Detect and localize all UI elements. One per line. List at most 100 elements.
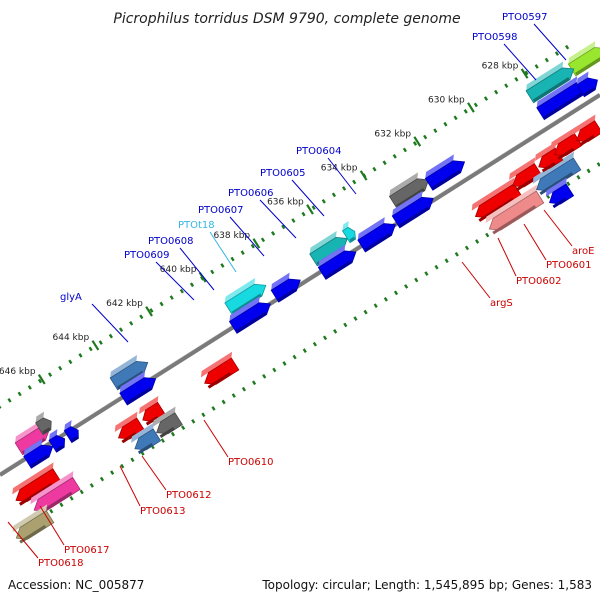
gene-PTO0613b-body [156,412,183,435]
tick-dot-reverse [424,271,429,276]
tick-dot-forward [47,372,53,377]
tick-dot-reverse [120,463,125,469]
gene-label-forward[interactable]: PTO0607 [198,205,243,216]
tick-dot-reverse [373,303,378,309]
gene-PTO0604[interactable] [387,170,433,209]
tick-dot-forward [250,243,255,249]
tick-label: 636 kbp [267,197,304,207]
gene-glyA[interactable] [107,352,151,391]
tick-dot-forward [189,282,195,288]
gene-PTO0617b-top [30,471,74,505]
gene-label-forward[interactable]: PTO0609 [124,250,169,261]
gene-PTO0597[interactable] [566,38,600,77]
tick-mark [413,136,422,147]
gene-glyA-b[interactable] [117,369,159,406]
gene-argS-b[interactable] [483,184,547,235]
gene-label-forward[interactable]: PTO0604 [296,146,341,157]
tick-dot-reverse [221,399,226,405]
gene-fwd-c[interactable] [21,436,57,469]
leader-line-reverse [461,261,491,299]
gene-label-reverse[interactable]: PTO0613 [140,506,185,517]
tick-dot-reverse [181,425,186,431]
gene-fwd-pink-top [15,422,39,443]
gene-fwd-gray-shadow [42,427,51,435]
tick-dot-reverse [69,495,74,501]
tick-dot-forward [169,295,174,300]
gene-PTOt18-shadow [349,236,356,243]
gene-PTO0609b[interactable] [269,270,305,303]
gene-PTO0606[interactable] [355,214,399,253]
gene-label-reverse[interactable]: PTO0610 [228,457,273,468]
gene-label-reverse[interactable]: PTO0602 [516,276,561,287]
tick-dot-reverse [454,252,459,257]
gene-PTO0601[interactable] [530,151,584,196]
tick-track: 628 kbp 630 kbp 632 kbp 634 kbp 636 kbp 638 k… [0,44,600,527]
tick-dot-forward [17,391,22,397]
gene-PTO0597-shadow [575,56,600,76]
gene-label-reverse[interactable]: PTO0617 [64,545,109,556]
gene-label-forward[interactable]: PTOt18 [178,220,215,231]
tick-dot-forward [108,333,113,339]
tick-dot-forward [311,205,316,211]
gene-PTO0617-top [12,462,54,495]
tick-dot-forward [341,186,347,191]
gene-PTOt18[interactable] [340,221,359,244]
gene-fwd-e[interactable] [62,420,82,444]
gene-label-forward[interactable]: PTO0606 [228,188,273,199]
gene-PTO0597-body [567,47,600,77]
tick-dot-forward [443,121,448,127]
tick-dot-reverse [322,335,328,341]
gene-label-forward[interactable]: PTO0598 [472,32,517,43]
gene-label-forward[interactable]: PTO0605 [260,168,305,179]
tick-dot-forward [534,64,539,69]
gene-PTO0602[interactable] [506,157,545,192]
gene-label-forward[interactable]: PTO0597 [502,12,547,23]
gene-label-reverse[interactable]: argS [490,298,513,309]
gene-PTO0605-shadow [398,206,430,228]
gene-label-reverse[interactable]: aroE [572,246,594,257]
tick-mark [252,238,261,249]
gene-PTO0617[interactable] [10,462,64,506]
gene-fwd-pink-body [14,428,50,456]
gene-aroE-b[interactable] [570,114,600,147]
gene-PTO0613[interactable] [128,422,164,455]
gene-PTO0604b-body [424,160,466,191]
gene-fwd-a[interactable] [534,74,591,121]
gene-PTO0602-shadow [515,177,535,192]
gene-label-reverse[interactable]: PTO0601 [546,260,591,271]
gene-label-forward[interactable]: PTO0608 [148,236,193,247]
gene-PTO0608-top [224,277,256,303]
tick-dot-reverse [160,438,165,443]
leader-line-forward [533,23,567,61]
tick-dot-forward [463,109,468,114]
gene-PTO0604b[interactable] [423,152,469,191]
gene-PTO0607-top [309,231,337,254]
gene-PTO0604-body [388,178,430,209]
gene-argS[interactable] [469,177,525,222]
gene-glyA-b-shadow [126,386,152,405]
tick-dot-forward [504,83,509,89]
gene-PTO0605[interactable] [390,188,437,229]
gene-label-forward[interactable]: glyA [60,292,82,303]
gene-label-reverse[interactable]: PTO0612 [166,490,211,501]
gene-label-reverse[interactable]: PTO0618 [38,558,83,569]
gene-fwd-gray[interactable] [33,411,55,436]
gene-PTO0608[interactable] [222,275,269,316]
tick-dot-forward [453,115,458,121]
gene-PTO0610[interactable] [198,351,242,389]
leader-line-forward [229,216,265,257]
gene-fwd-d[interactable] [46,429,68,453]
gene-fwd-b[interactable] [574,70,600,98]
gene-PTO0618[interactable] [10,504,57,544]
gene-PTO0609[interactable] [227,294,274,334]
tick-dot-reverse [272,367,277,373]
gene-rev-blue[interactable] [543,177,577,209]
gene-PTO0598[interactable] [523,59,577,104]
tick-dot-reverse [353,316,358,321]
gene-PTO0606b[interactable] [316,242,360,280]
tick-dot-reverse [130,457,135,463]
tick-dot-reverse [434,264,439,270]
gene-PTO0613b[interactable] [150,406,186,439]
gene-aroE[interactable] [548,127,585,160]
gene-argS-shadow [478,197,514,222]
